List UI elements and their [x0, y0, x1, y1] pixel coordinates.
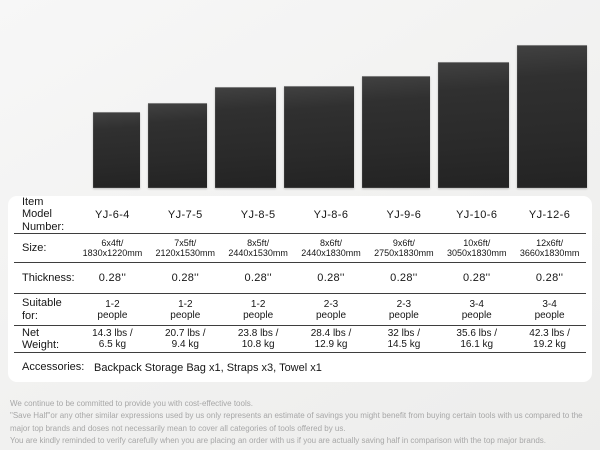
spec-cell: YJ-10-6 [456, 208, 498, 221]
spec-row-label: Thickness: [22, 271, 75, 284]
spec-cell: 28.4 lbs / 12.9 kg [310, 327, 352, 351]
spec-row-label: Net Weight: [22, 326, 60, 352]
disclaimer: We continue to be committed to provide y… [10, 398, 592, 448]
spec-cell: YJ-6-4 [95, 208, 130, 221]
spec-cell: YJ-7-5 [167, 208, 203, 221]
spec-cell: 0.28'' [98, 272, 127, 284]
spec-cell: 42.3 lbs / 19.2 kg [529, 327, 570, 351]
spec-cell: 8x6ft/ 2440x1830mm [301, 237, 361, 259]
spec-cell: YJ-12-6 [528, 208, 571, 221]
spec-cell: YJ-8-6 [313, 208, 349, 221]
spec-cell: 35.6 lbs / 16.1 kg [456, 327, 498, 351]
spec-table-card: Item Model Number: YJ-6-4 YJ-7-5 YJ-8-5 … [8, 196, 592, 382]
spec-cell: 0.28'' [171, 272, 199, 284]
spec-cell: 12x6ft/ 3660x1830mm [519, 237, 580, 259]
mat-image-3 [215, 87, 276, 188]
spec-cell: 20.7 lbs / 9.4 kg [164, 327, 206, 351]
mat-image-6 [438, 62, 509, 188]
spec-row-suitable: Suitable for: 1-2 people 1-2 people 1-2 … [14, 294, 586, 326]
spec-cell: 23.8 lbs / 10.8 kg [237, 327, 279, 351]
spec-cell: 14.3 lbs / 6.5 kg [92, 327, 133, 351]
spec-cell: 3-4 people [461, 298, 492, 321]
spec-row-accessories: Accessories: Backpack Storage Bag x1, St… [14, 353, 586, 382]
spec-cell: 0.28'' [390, 272, 418, 284]
spec-row-thickness: Thickness: 0.28'' 0.28'' 0.28'' 0.28'' 0… [14, 263, 586, 294]
spec-cell: 0.28'' [317, 272, 345, 284]
accessories-value: Backpack Storage Bag x1, Straps x3, Towe… [94, 361, 322, 374]
spec-cell: 10x6ft/ 3050x1830mm [446, 237, 507, 259]
spec-cell: 6x4ft/ 1830x1220mm [82, 237, 143, 259]
spec-row-size: Size: 6x4ft/ 1830x1220mm 7x5ft/ 2120x153… [14, 234, 586, 263]
spec-cell: 1-2 people [243, 298, 274, 321]
spec-cell: 1-2 people [97, 298, 128, 321]
mat-image-4 [284, 86, 354, 188]
mat-image-5 [362, 76, 430, 188]
disclaimer-line: "Save Half"or any other similar expressi… [10, 411, 583, 433]
mat-image-7 [517, 45, 587, 188]
spec-cell: 2-3 people [388, 298, 419, 321]
spec-cell: 7x5ft/ 2120x1530mm [155, 237, 216, 259]
spec-cell: 0.28'' [463, 272, 491, 284]
spec-row-label: Item Model Number: [22, 195, 65, 233]
spec-row-label: Suitable for: [22, 297, 62, 322]
disclaimer-line: You are kindly reminded to verify carefu… [10, 436, 546, 446]
spec-cell: YJ-9-6 [386, 208, 422, 221]
spec-row-model: Item Model Number: YJ-6-4 YJ-7-5 YJ-8-5 … [14, 196, 586, 234]
spec-cell: 8x5ft/ 2440x1530mm [228, 237, 288, 259]
mat-image-2 [148, 103, 207, 188]
disclaimer-line: We continue to be committed to provide y… [10, 399, 253, 408]
product-mats-gallery [93, 0, 587, 188]
spec-row-label: Size: [22, 241, 47, 254]
spec-row-weight: Net Weight: 14.3 lbs / 6.5 kg 20.7 lbs /… [14, 326, 586, 353]
mat-image-1 [93, 112, 140, 188]
spec-cell: 32 lbs / 14.5 kg [387, 327, 421, 351]
spec-cell: YJ-8-5 [240, 208, 276, 221]
spec-cell: 0.28'' [244, 272, 272, 284]
spec-cell: 0.28'' [535, 272, 564, 284]
spec-cell: 1-2 people [170, 298, 201, 321]
spec-cell: 9x6ft/ 2750x1830mm [374, 237, 434, 259]
spec-cell: 2-3 people [315, 298, 347, 321]
spec-row-label: Accessories: [22, 361, 85, 374]
spec-cell: 3-4 people [534, 298, 565, 321]
